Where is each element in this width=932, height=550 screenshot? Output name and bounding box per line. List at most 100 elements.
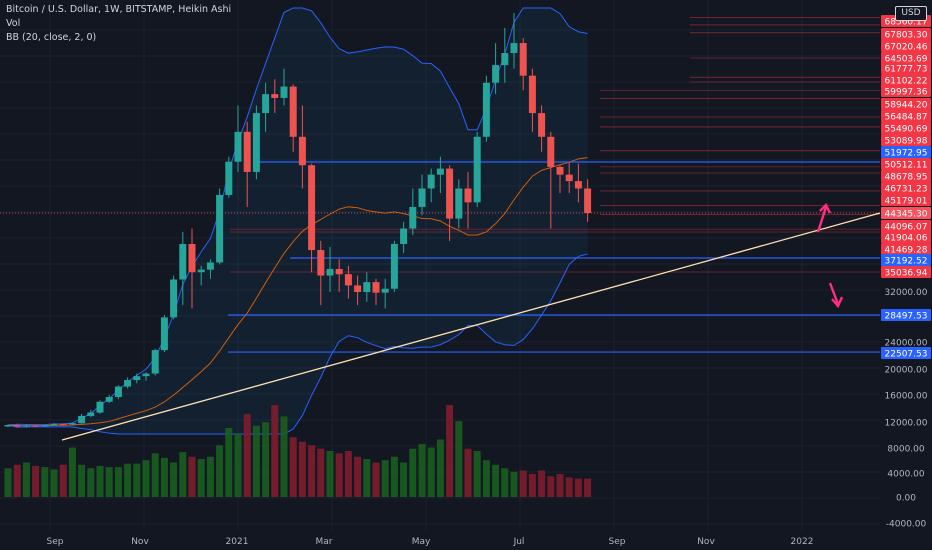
price-level-label — [881, 28, 931, 40]
volume-bar — [133, 463, 141, 497]
candle-body — [418, 188, 426, 207]
time-axis-tick: Jul — [513, 537, 525, 547]
volume-bar — [446, 405, 454, 497]
candle-body — [446, 168, 454, 219]
volume-bar — [482, 460, 490, 497]
volume-bar — [363, 459, 371, 497]
candle-body — [363, 282, 371, 292]
candle-body — [22, 425, 30, 427]
price-axis-tick: 16000.00 — [885, 392, 928, 402]
currency-badge[interactable]: USD — [895, 6, 927, 21]
volume-bar — [400, 462, 408, 497]
price-level-text: 61102.22 — [885, 77, 928, 87]
volume-bar — [243, 414, 251, 497]
candle-body — [234, 131, 242, 162]
candle-body — [271, 94, 279, 98]
candle-body — [170, 279, 178, 318]
candle-body — [96, 401, 104, 413]
candle-body — [482, 82, 490, 137]
price-level-label — [881, 309, 931, 321]
volume-bar — [50, 469, 58, 497]
candle-body — [501, 53, 509, 66]
volume-bar — [225, 428, 233, 497]
price-level-text: 41469.28 — [885, 246, 928, 256]
volume-bar — [271, 405, 279, 497]
volume-bar — [68, 447, 76, 497]
candle-body — [584, 188, 592, 213]
time-axis-tick: Sep — [47, 537, 64, 547]
candle-body — [538, 113, 546, 137]
price-level-label — [881, 207, 931, 219]
price-level-text: 59997.36 — [885, 88, 928, 98]
price-level-label — [881, 347, 931, 359]
candle-body — [280, 86, 288, 98]
price-level-text: 67020.46 — [885, 43, 928, 53]
price-level-text: 44345.30 — [885, 210, 928, 220]
volume-bar — [216, 445, 224, 497]
price-level-text: 68560.17 — [885, 18, 928, 28]
chart-legend: Bitcoin / U.S. Dollar, 1W, BITSTAMP, Hei… — [6, 3, 231, 45]
price-axis-tick: 20000.00 — [885, 366, 928, 376]
volume-bar — [4, 468, 12, 497]
candle-body — [179, 243, 187, 280]
candle-body — [317, 250, 325, 276]
volume-bar — [142, 460, 150, 497]
candle-body — [160, 317, 168, 351]
price-level-label — [881, 182, 931, 194]
price-level-label — [881, 74, 931, 86]
price-level-label — [881, 146, 931, 158]
time-axis-tick: Sep — [609, 537, 626, 547]
candle-body — [344, 274, 352, 286]
candle-body — [188, 243, 196, 273]
volume-bar — [188, 456, 196, 497]
volume-bar — [114, 467, 122, 497]
volume-bar — [547, 476, 555, 497]
volume-bar — [41, 467, 49, 497]
candle-body — [427, 174, 435, 189]
price-level-label — [881, 158, 931, 170]
price-level-label — [881, 194, 931, 206]
price-level-text: 48678.95 — [885, 173, 928, 183]
volume-bar — [78, 464, 86, 497]
price-level-text: 44096.07 — [885, 223, 928, 233]
candle-body — [59, 424, 67, 426]
candle-body — [335, 268, 343, 275]
volume-bar — [427, 447, 435, 497]
volume-bar — [409, 448, 417, 497]
price-level-text: 51972.95 — [885, 149, 928, 159]
up-arrow-annotation — [816, 202, 832, 233]
candle-body — [455, 188, 463, 219]
candle-body — [151, 350, 159, 374]
candle-body — [436, 168, 444, 175]
price-level-label — [881, 266, 931, 278]
candle-body — [381, 288, 389, 293]
volume-bar — [197, 459, 205, 497]
price-level-text: 37192.52 — [885, 257, 928, 267]
trend-line — [61, 212, 881, 441]
price-level-text: 28497.53 — [885, 312, 928, 322]
time-axis-tick: Mar — [316, 537, 333, 547]
candle-body — [400, 228, 408, 244]
volume-bar — [501, 468, 509, 497]
price-level-label — [881, 122, 931, 134]
price-level-text: 53089.98 — [885, 137, 928, 147]
volume-bar — [556, 474, 564, 497]
price-axis-tick: 8000.00 — [887, 445, 924, 455]
volume-bar — [280, 416, 288, 497]
volume-bar — [519, 470, 527, 497]
price-level-label — [881, 62, 931, 74]
volume-bar — [464, 448, 472, 497]
time-axis-tick: 2021 — [226, 537, 249, 547]
volume-bar — [308, 445, 316, 497]
candle-body — [50, 424, 58, 426]
volume-bar — [13, 464, 21, 497]
candle-body — [68, 423, 76, 425]
price-level-text: 56484.87 — [885, 113, 928, 123]
price-level-text: 50512.11 — [885, 161, 928, 171]
price-axis-tick: 12000.00 — [885, 419, 928, 429]
volume-bar — [160, 457, 168, 497]
time-axis — [0, 530, 880, 550]
candle-body — [492, 65, 500, 83]
price-level-text: 61777.73 — [885, 65, 928, 75]
